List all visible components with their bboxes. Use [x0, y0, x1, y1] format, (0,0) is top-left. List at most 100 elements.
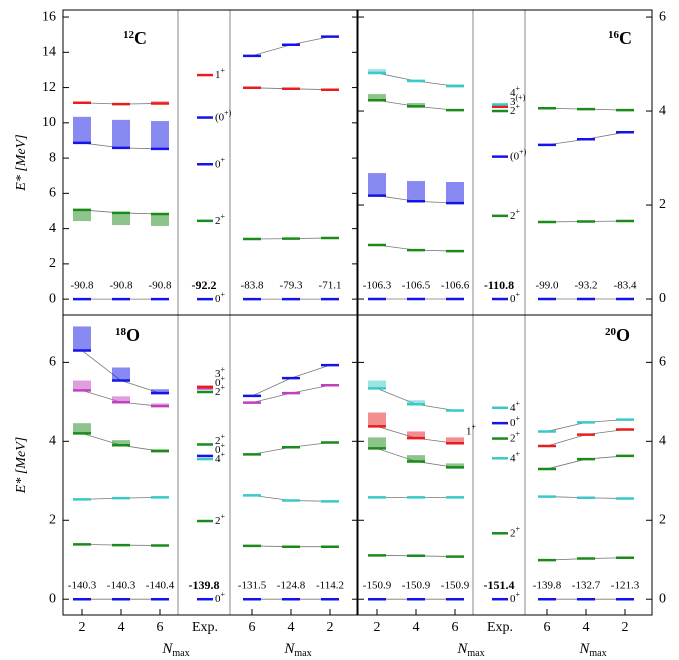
level-label: 3+	[215, 365, 226, 380]
y-tick-label: 4	[49, 221, 56, 236]
uncertainty-band	[446, 182, 464, 204]
level-label: 3(+)	[510, 93, 526, 108]
uncertainty-band	[112, 367, 130, 381]
uncertainty-band	[407, 103, 425, 107]
binding-energy: -90.8	[149, 280, 172, 292]
y-tick-label: 14	[42, 45, 56, 60]
binding-energy: -121.3	[611, 580, 640, 592]
uncertainty-band	[407, 455, 425, 462]
uncertainty-band	[112, 396, 130, 403]
uncertainty-band	[73, 380, 91, 391]
mass-number: 16	[608, 29, 620, 41]
panel-frame	[357, 9, 653, 316]
x-label-symbol: N	[578, 641, 590, 657]
binding-energy: -90.8	[110, 280, 133, 292]
uncertainty-band	[368, 437, 386, 449]
binding-energy: -114.2	[316, 580, 344, 592]
y2-tick-label: 2	[659, 512, 666, 527]
uncertainty-band	[151, 121, 169, 149]
y2-tick-label: 6	[659, 355, 666, 370]
y-tick-label: 0	[49, 291, 56, 306]
binding-energy: -140.3	[107, 580, 136, 592]
uncertainty-band	[73, 326, 91, 351]
uncertainty-band	[112, 212, 130, 226]
x-tick-label: 2	[327, 620, 334, 635]
binding-energy-exp: -110.8	[484, 278, 514, 292]
x-label-subscript: max	[294, 648, 311, 659]
element-symbol: C	[134, 28, 147, 48]
level-label: 2+	[510, 207, 521, 222]
x-tick-label: 6	[157, 620, 164, 635]
uncertainty-band	[446, 437, 464, 444]
binding-energy-exp: -92.2	[192, 278, 217, 292]
x-tick-label: 6	[544, 620, 551, 635]
y-tick-label: 12	[42, 80, 56, 95]
connector	[376, 388, 456, 411]
y-tick-label: 6	[49, 186, 56, 201]
level-label: 0+	[510, 290, 521, 305]
level-label: 0+	[215, 590, 226, 605]
x-tick-label: 4	[118, 620, 125, 635]
level-label: 0+	[510, 590, 521, 605]
y-tick-label: 4	[49, 434, 56, 449]
mass-number: 18	[115, 326, 127, 338]
level-label: (0+)	[510, 147, 527, 162]
uncertainty-band	[407, 181, 425, 202]
y2-tick-label: 4	[659, 103, 666, 118]
x-tick-label: 4	[413, 620, 420, 635]
binding-energy: -124.8	[277, 580, 306, 592]
y-axis-label: E* [MeV]	[14, 134, 29, 191]
y-tick-label: 6	[49, 355, 56, 370]
x-label-subscript: max	[589, 648, 606, 659]
uncertainty-band	[368, 173, 386, 196]
level-label: 2+	[510, 524, 521, 539]
binding-energy-exp: -151.4	[484, 578, 515, 592]
level-label: 0+	[215, 155, 226, 170]
uncertainty-band	[407, 431, 425, 439]
uncertainty-band	[73, 423, 91, 434]
connector	[251, 364, 331, 397]
binding-energy: -106.6	[441, 280, 470, 292]
uncertainty-band	[73, 116, 91, 143]
y2-tick-label: 4	[659, 434, 666, 449]
level-label: 4+	[510, 449, 521, 464]
binding-energy: -131.5	[238, 580, 267, 592]
binding-energy: -150.9	[363, 580, 392, 592]
level-label: 0+	[215, 441, 226, 456]
level-label: 0+	[215, 290, 226, 305]
level-label: 0+	[215, 374, 226, 389]
x-axis-label: Nmax	[161, 641, 189, 659]
binding-energy: -83.4	[614, 280, 637, 292]
x-label-symbol: N	[161, 641, 173, 657]
uncertainty-band	[368, 94, 386, 101]
panel-frame	[357, 314, 653, 616]
binding-energy: -106.3	[363, 280, 392, 292]
binding-energy: -140.3	[68, 580, 97, 592]
level-label: 2+	[510, 102, 521, 117]
y-tick-label: 2	[49, 512, 56, 527]
x-tick-label: 4	[288, 620, 295, 635]
y-tick-label: 10	[42, 115, 56, 130]
x-tick-label: Exp.	[487, 620, 513, 635]
uncertainty-band	[151, 389, 169, 394]
uncertainty-band	[368, 69, 386, 73]
x-label-symbol: N	[456, 641, 468, 657]
binding-energy: -150.9	[441, 580, 470, 592]
x-label-subscript: max	[172, 648, 189, 659]
element-symbol: O	[616, 325, 630, 345]
uncertainty-band	[151, 403, 169, 407]
uncertainty-band	[368, 380, 386, 389]
y-tick-label: 8	[49, 150, 56, 165]
binding-energy-exp: -139.8	[189, 578, 220, 592]
y2-tick-label: 2	[659, 197, 666, 212]
level-label: 2+	[215, 383, 226, 398]
binding-energy: -79.3	[280, 280, 303, 292]
binding-energy: -83.8	[241, 280, 264, 292]
uncertainty-band	[112, 440, 130, 446]
binding-energy: -132.7	[572, 580, 601, 592]
binding-energy: -106.5	[402, 280, 431, 292]
level-label: 4+	[510, 84, 521, 99]
element-symbol: O	[126, 325, 140, 345]
nucleus-label: 18O	[115, 325, 140, 345]
y-tick-label: 0	[49, 591, 56, 606]
